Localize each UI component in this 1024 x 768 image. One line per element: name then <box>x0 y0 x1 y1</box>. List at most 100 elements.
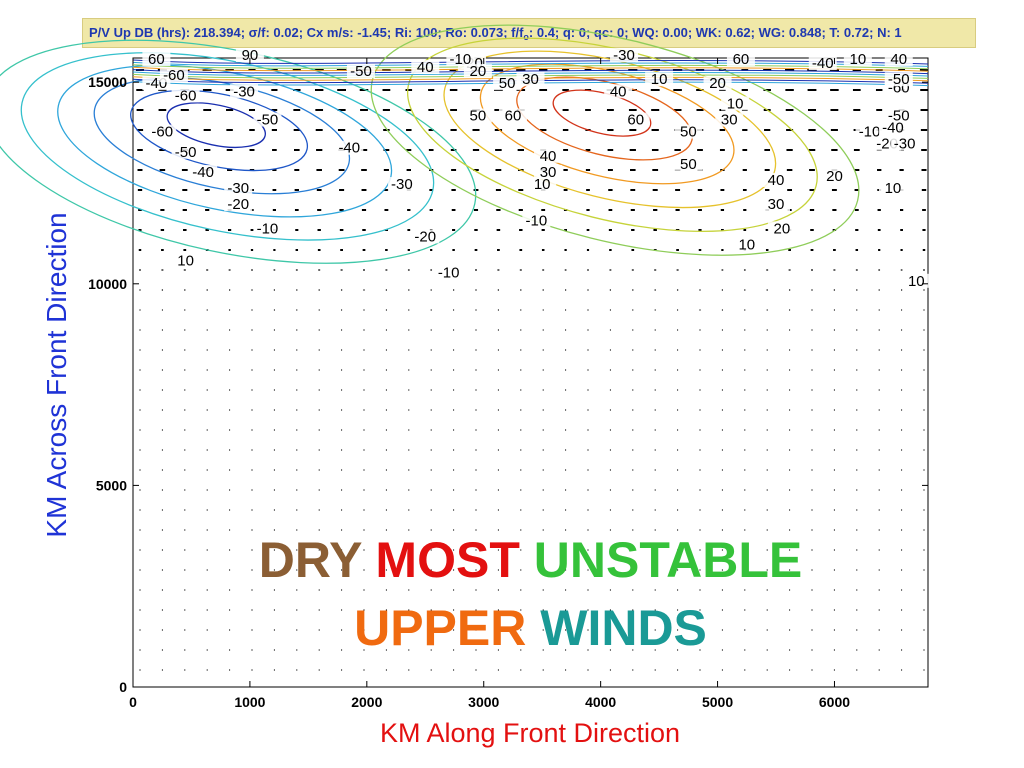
contour-label: -50 <box>257 112 279 129</box>
contour-label: 20 <box>826 168 843 185</box>
contour-label-bg <box>142 52 171 67</box>
x-axis-label: KM Along Front Direction <box>380 718 680 748</box>
contour-line <box>57 64 393 218</box>
contour-line <box>166 102 266 149</box>
contour-label: -60 <box>163 67 185 84</box>
contour-label: 10 <box>885 180 902 197</box>
contour-line <box>516 76 693 161</box>
contour-label: 20 <box>774 220 791 237</box>
x-tick-label: 5000 <box>702 694 733 710</box>
contour-label-bg <box>411 229 440 244</box>
contour-label: 50 <box>499 75 516 92</box>
contour-label-bg <box>726 52 755 67</box>
contour-label-bg <box>762 197 791 212</box>
contour-label-bg <box>346 64 375 79</box>
contour-label: 90 <box>242 47 259 64</box>
contour-label-bg <box>434 265 463 280</box>
contour-line <box>132 76 929 82</box>
contour-label: 10 <box>908 273 925 290</box>
contour-label: 60 <box>733 51 750 68</box>
contour-label: -40 <box>882 120 904 137</box>
y-tick-label: 5000 <box>96 477 127 493</box>
contour-label: -20 <box>227 196 249 213</box>
contour-label: 10 <box>738 237 755 254</box>
contour-label-bg <box>674 156 703 171</box>
contour-label-bg <box>493 76 522 91</box>
contour-label-bg <box>762 172 791 187</box>
contour-label-bg <box>159 68 188 83</box>
contour-label: -10 <box>257 220 279 237</box>
contour-label: 30 <box>768 196 785 213</box>
overlay-line-2: UPPER WINDS <box>133 600 928 656</box>
contour-label-bg <box>890 136 919 151</box>
contour-label-bg <box>387 177 416 192</box>
parameter-header: P/V Up DB (hrs): 218.394; σ/f: 0.02; Cx … <box>82 18 976 48</box>
contour-label: -50 <box>175 144 197 161</box>
contour-label: -40 <box>812 55 834 72</box>
contour-label-bg <box>645 72 674 87</box>
overlay-word: UPPER <box>354 600 527 656</box>
contour-label: -40 <box>338 140 360 157</box>
contour-label: -30 <box>613 47 635 64</box>
contour-label: -50 <box>888 71 910 88</box>
contour-label-bg <box>884 72 913 87</box>
header-segment: : 0.4; q: 0; qc: 0; WQ: 0.00; WK: 0.62; … <box>528 25 902 40</box>
contour-label-bg <box>884 52 913 67</box>
x-tick-label: 2000 <box>351 694 382 710</box>
contour-label: 10 <box>727 95 744 112</box>
contour-label-bg <box>411 60 440 75</box>
contour-label: -10 <box>450 51 472 68</box>
overlay-word: WINDS <box>526 600 707 656</box>
x-tick-label: 1000 <box>234 694 265 710</box>
header-subscript: o <box>523 32 529 42</box>
contour-label: 10 <box>651 71 668 88</box>
contour-label-bg <box>522 213 551 228</box>
y-tick-label: 15000 <box>88 74 127 90</box>
contour-label: 10 <box>177 253 194 270</box>
contour-label-bg <box>721 96 750 111</box>
contour-label: 30 <box>540 164 557 181</box>
contour-labels: -60-60-50-40-30-20-1010-30-50-40-30-20-1… <box>142 47 931 290</box>
y-axis-label: KM Across Front Direction <box>41 212 72 537</box>
contour-label: -10 <box>526 212 548 229</box>
contour-label-bg <box>230 84 259 99</box>
contour-label-bg <box>148 124 177 139</box>
contour-label: -30 <box>391 176 413 193</box>
contour-label-bg <box>235 48 264 62</box>
overlay-word: DRY <box>258 532 362 588</box>
contour-label: -50 <box>888 107 910 124</box>
contour-label-bg <box>463 108 492 123</box>
x-tick-label: 3000 <box>468 694 499 710</box>
contour-label: -60 <box>175 87 197 104</box>
overlay-word: MOST <box>361 532 520 588</box>
contour-label: -60 <box>151 124 173 141</box>
contour-label-bg <box>808 56 837 71</box>
contour-label: 50 <box>680 124 697 141</box>
contour-label-bg <box>335 140 364 155</box>
overlay-line-1: DRY MOST UNSTABLE <box>133 532 928 588</box>
x-tick-label: 0 <box>129 694 137 710</box>
header-segment: P/V Up DB (hrs): 218.394; <box>89 25 249 40</box>
contour-label: -30 <box>227 180 249 197</box>
contour-label-bg <box>884 108 913 123</box>
contour-label: 60 <box>148 51 165 68</box>
y-tick-label: 0 <box>119 679 127 695</box>
contour-label-bg <box>878 120 907 135</box>
contour-label-bg <box>715 112 744 127</box>
contour-label-bg <box>189 164 218 179</box>
contour-label-bg <box>463 64 492 79</box>
contour-label: 40 <box>610 83 627 100</box>
contour-label-bg <box>732 237 761 252</box>
plot-area <box>132 57 929 688</box>
contour-label-bg <box>171 88 200 103</box>
contour-label: 10 <box>534 176 551 193</box>
contour-label-bg <box>878 181 907 196</box>
contour-label-bg <box>534 148 563 163</box>
contour-line <box>132 78 929 84</box>
contour-label: 40 <box>540 148 557 165</box>
contour-label: 40 <box>768 172 785 189</box>
contour-label: -30 <box>894 136 916 153</box>
contour-label: 40 <box>890 51 907 68</box>
x-tick-label: 4000 <box>585 694 616 710</box>
contour-label-bg <box>820 168 849 183</box>
